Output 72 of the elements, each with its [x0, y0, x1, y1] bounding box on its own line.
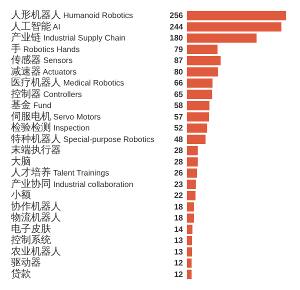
bar: [187, 11, 286, 20]
y-tick-label: 人工智能 AI: [11, 20, 60, 32]
y-tick-label: 电子皮肤: [11, 222, 51, 235]
data-label: 12: [174, 270, 184, 279]
data-label: 52: [174, 124, 184, 133]
data-label: 58: [174, 101, 184, 110]
bar: [187, 112, 210, 122]
bar: [187, 270, 192, 279]
data-label: 80: [174, 67, 184, 76]
bar: [187, 247, 192, 256]
bar: [187, 22, 282, 32]
data-label: 28: [174, 146, 184, 156]
bar: [187, 168, 198, 178]
bar: [187, 56, 221, 66]
y-tick-label: 基金 Fund: [11, 99, 52, 112]
data-label: 18: [174, 202, 184, 212]
bar: [187, 34, 257, 43]
y-tick-label: 人形机器人 Humanoid Robotics: [11, 9, 134, 22]
y-tick-label: 小额: [11, 189, 31, 202]
y-tick-label: 控制器 Controllers: [11, 88, 82, 100]
data-label: 14: [174, 224, 184, 234]
y-tick-label: 医疗机器人 Medical Robotics: [11, 76, 124, 89]
data-label: 256: [170, 11, 184, 20]
y-tick-label: 减速器 Actuators: [11, 65, 77, 78]
bar: [187, 101, 210, 110]
bar: [187, 90, 212, 99]
bar: [187, 67, 218, 76]
bar: [187, 78, 213, 88]
y-tick-label: 检验检测 Inspection: [11, 122, 90, 134]
y-tick-label: 传感器 Sensors: [11, 54, 73, 66]
data-label: 180: [170, 34, 184, 43]
bar: [187, 157, 198, 166]
data-label: 57: [174, 112, 184, 122]
y-tick-label: 末端执行器: [11, 144, 61, 156]
data-label: 18: [174, 214, 184, 223]
y-tick-label: 伺服电机 Servo Motors: [11, 110, 101, 122]
data-label: 87: [174, 56, 184, 66]
data-label: 12: [174, 258, 184, 268]
y-tick-label: 农业机器人: [11, 245, 61, 258]
bar: [187, 214, 194, 223]
y-tick-label: 物流机器人: [11, 212, 61, 224]
data-label: 28: [174, 157, 184, 166]
bar: [187, 258, 192, 268]
y-tick-label: 产业链 Industrial Supply Chain: [11, 32, 126, 44]
y-tick-label: 产业协同 Industrial collaboration: [11, 178, 134, 190]
data-label: 79: [174, 44, 184, 54]
y-tick-label: 人才培养 Talent Trainings: [11, 166, 110, 179]
bar: [187, 180, 196, 189]
bar: [187, 191, 196, 200]
y-tick-label: 控制系统: [11, 234, 51, 246]
bar: [187, 134, 206, 144]
bar: [187, 44, 218, 54]
data-label: 13: [174, 236, 184, 246]
bar: [187, 236, 192, 246]
data-label: 65: [174, 90, 184, 99]
data-label: 48: [174, 134, 184, 144]
data-label: 22: [174, 191, 184, 200]
bar: [187, 224, 192, 234]
y-tick-label: 大脑: [11, 155, 31, 168]
bar: [187, 124, 208, 133]
data-label: 66: [174, 78, 184, 88]
bar: [187, 202, 194, 212]
bar: [187, 146, 198, 156]
y-tick-label: 协作机器人: [11, 200, 61, 212]
data-label: 13: [174, 247, 184, 256]
y-tick-label: 特种机器人 Special-purpose Robotics: [11, 132, 154, 145]
y-tick-label: 贷款: [11, 268, 31, 280]
y-tick-label: 手 Robotics Hands: [11, 42, 80, 55]
y-tick-label: 驱动器: [11, 258, 41, 269]
data-label: 244: [170, 22, 184, 32]
data-label: 26: [174, 168, 184, 178]
data-label: 23: [174, 180, 184, 189]
